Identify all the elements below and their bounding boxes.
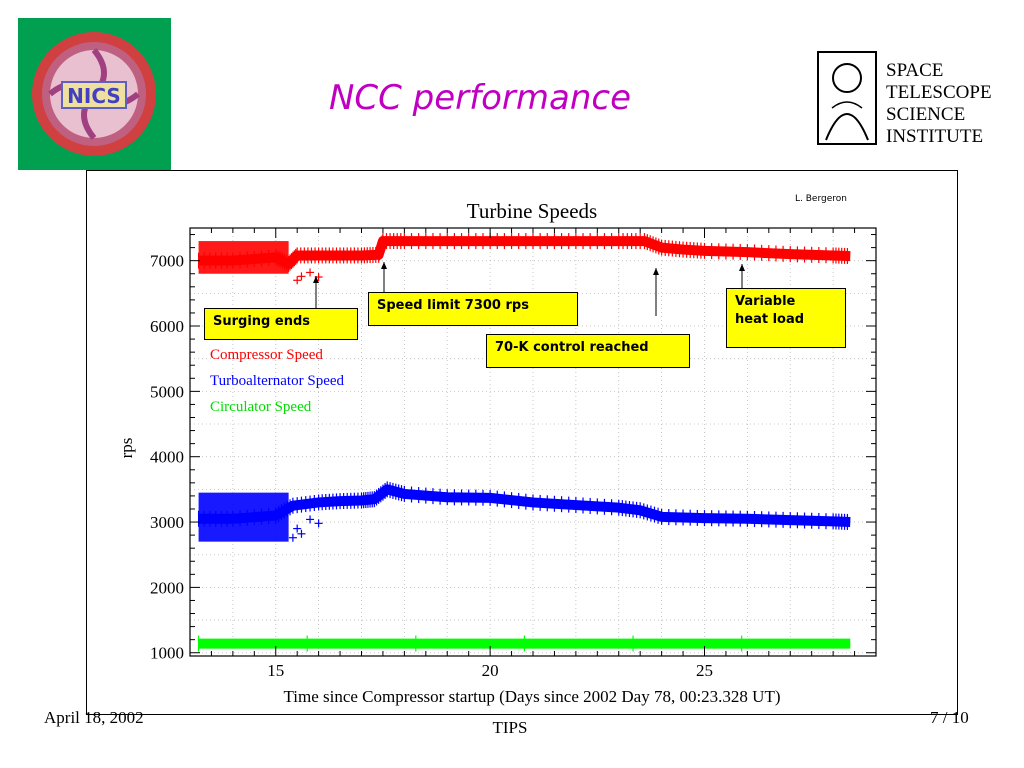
stsci-line-3: SCIENCE xyxy=(886,104,965,125)
nic-logo: NICS xyxy=(18,18,171,170)
callout-surging-ends: Surging ends xyxy=(204,308,358,340)
y-tick-label: 2000 xyxy=(150,578,184,597)
legend-layer: Compressor Speed Turboalternator Speed C… xyxy=(210,347,345,415)
nic-logo-text: NICS xyxy=(67,84,121,108)
stsci-line-4: INSTITUTE xyxy=(886,126,983,147)
callout-70k-control: 70-K control reached xyxy=(486,334,690,368)
y-tick-label: 6000 xyxy=(150,317,184,336)
legend-turboalternator: Turboalternator Speed xyxy=(210,373,345,389)
y-tick-label: 4000 xyxy=(150,448,184,467)
callout-heat-line-2: heat load xyxy=(735,311,805,327)
x-tick-label: 25 xyxy=(696,661,713,680)
arrow-70k-control-head xyxy=(653,268,659,275)
axes-layer: 15 20 25 1000 2000 3000 4000 5000 6000 7000 xyxy=(150,227,877,680)
turbine-speeds-chart: Turbine Speeds 15 20 25 1000 2000 3000 4000 500… xyxy=(117,199,877,706)
callout-heat-line-1: Variable xyxy=(735,294,796,309)
x-axis-label: Time since Compressor startup (Days sinc… xyxy=(283,687,780,706)
slide-title: NCC performance xyxy=(328,78,632,118)
footer-center: TIPS xyxy=(492,718,528,737)
footer-date: April 18, 2002 xyxy=(44,708,144,727)
stsci-line-1: SPACE xyxy=(886,60,943,81)
callout-variable-heat-load: Variable heat load xyxy=(726,288,846,348)
y-tick-label: 3000 xyxy=(150,513,184,532)
callout-speed-limit: Speed limit 7300 rps xyxy=(368,292,578,326)
legend-compressor: Compressor Speed xyxy=(210,347,323,363)
stsci-line-2: TELESCOPE xyxy=(886,82,991,103)
arrow-layer xyxy=(313,262,745,316)
grid-layer xyxy=(190,228,876,656)
page-number: 7 / 10 xyxy=(930,708,969,727)
series-layer xyxy=(197,233,851,652)
y-tick-label: 5000 xyxy=(150,382,184,401)
stsci-logo: SPACE TELESCOPE SCIENCE INSTITUTE xyxy=(817,51,991,147)
legend-circulator: Circulator Speed xyxy=(210,399,312,415)
credit-label: L. Bergeron xyxy=(795,194,847,204)
series-line-1 xyxy=(198,484,851,528)
y-tick-label: 7000 xyxy=(150,252,184,271)
y-axis-label: rps xyxy=(117,438,136,459)
y-tick-label: 1000 xyxy=(150,644,184,663)
x-tick-label: 15 xyxy=(267,661,284,680)
arrow-speed-limit-head xyxy=(381,262,387,269)
x-tick-label: 20 xyxy=(482,661,499,680)
arrow-surging-head xyxy=(313,276,319,283)
arrow-heat-load-head xyxy=(739,264,745,271)
chart-title: Turbine Speeds xyxy=(467,199,597,223)
